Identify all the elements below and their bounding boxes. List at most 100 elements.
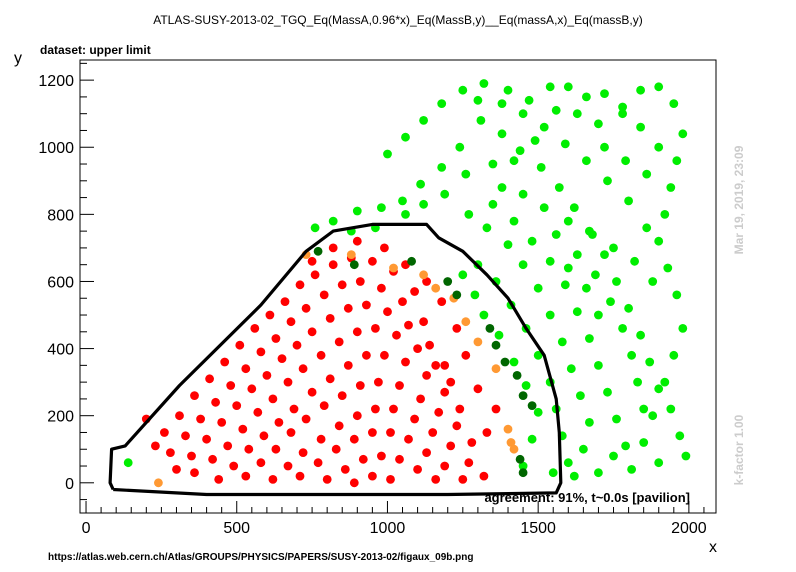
data-point-allowed-agree	[416, 179, 425, 189]
data-point-allowed-disagree	[512, 371, 522, 380]
data-point-excluded-agree	[241, 364, 251, 374]
data-point-excluded-agree	[352, 236, 362, 246]
data-point-excluded-disagree	[491, 364, 501, 374]
data-point-allowed-agree	[636, 122, 645, 132]
data-point-allowed-disagree	[515, 454, 525, 464]
data-point-allowed-agree	[600, 89, 609, 98]
data-point-excluded-agree	[298, 448, 308, 457]
data-point-excluded-agree	[274, 418, 284, 427]
data-point-allowed-agree	[377, 203, 386, 213]
plot-frame	[79, 59, 717, 514]
data-point-allowed-disagree	[518, 391, 528, 400]
data-point-excluded-agree	[491, 404, 501, 414]
data-point-allowed-agree	[521, 381, 531, 390]
data-point-allowed-agree	[569, 471, 579, 481]
data-point-excluded-agree	[404, 434, 413, 444]
data-point-excluded-agree	[232, 401, 242, 410]
data-point-excluded-agree	[235, 340, 245, 350]
data-point-allowed-disagree	[313, 246, 323, 256]
exclusion-contour	[108, 222, 563, 497]
data-point-allowed-agree	[488, 159, 498, 169]
data-point-allowed-agree	[572, 250, 582, 259]
data-point-allowed-agree	[669, 350, 679, 360]
data-point-allowed-agree	[612, 414, 621, 424]
data-point-excluded-agree	[283, 377, 293, 387]
data-point-allowed-agree	[530, 136, 540, 145]
data-point-allowed-agree	[539, 203, 549, 213]
data-point-allowed-agree	[310, 223, 320, 233]
data-point-excluded-agree	[377, 451, 386, 461]
data-point-excluded-agree	[268, 394, 278, 404]
data-point-excluded-agree	[256, 347, 266, 357]
data-point-excluded-agree	[166, 448, 175, 457]
data-point-allowed-agree	[545, 310, 555, 320]
data-point-excluded-agree	[446, 377, 456, 387]
data-point-excluded-agree	[217, 418, 227, 427]
x-tick-label: 500	[223, 520, 250, 537]
data-point-excluded-agree	[307, 256, 317, 266]
data-point-excluded-agree	[355, 277, 365, 286]
data-point-excluded-disagree	[503, 424, 513, 434]
data-point-allowed-agree	[627, 350, 636, 360]
data-point-allowed-agree	[648, 411, 658, 421]
data-point-allowed-agree	[560, 139, 570, 149]
data-point-excluded-agree	[386, 475, 395, 484]
data-point-excluded-agree	[259, 431, 269, 441]
data-point-allowed-agree	[609, 451, 618, 461]
data-point-allowed-agree	[503, 85, 513, 95]
data-point-allowed-agree	[563, 216, 573, 226]
data-point-allowed-agree	[533, 350, 543, 360]
x-axis-label: x	[709, 539, 717, 556]
data-point-allowed-agree	[681, 451, 691, 461]
data-point-excluded-agree	[286, 317, 296, 327]
data-point-excluded-agree	[464, 458, 474, 468]
data-point-allowed-agree	[527, 236, 537, 246]
data-point-allowed-agree	[654, 384, 664, 394]
data-point-allowed-agree	[352, 206, 362, 216]
y-tick-label: 400	[47, 342, 74, 359]
data-point-excluded-agree	[386, 428, 395, 437]
data-point-allowed-agree	[557, 337, 567, 347]
data-point-excluded-agree	[328, 243, 338, 253]
data-point-excluded-agree	[211, 397, 221, 407]
data-point-allowed-agree	[654, 142, 664, 152]
data-point-excluded-agree	[349, 478, 359, 488]
data-point-excluded-agree	[214, 475, 224, 484]
data-point-excluded-agree	[301, 414, 311, 424]
data-point-allowed-agree	[461, 169, 471, 179]
data-point-allowed-agree	[518, 260, 528, 270]
data-point-excluded-agree	[190, 391, 199, 400]
data-point-allowed-agree	[585, 418, 594, 427]
data-point-allowed-agree	[563, 263, 573, 273]
source-url: https://atlas.web.cern.ch/Atlas/GROUPS/P…	[48, 552, 474, 563]
data-point-allowed-agree	[591, 270, 600, 280]
data-point-allowed-agree	[606, 297, 615, 306]
data-point-allowed-agree	[419, 116, 428, 125]
data-point-allowed-agree	[582, 92, 591, 102]
data-point-allowed-agree	[576, 391, 585, 400]
data-point-excluded-agree	[292, 340, 302, 350]
data-point-allowed-agree	[563, 82, 573, 92]
data-point-allowed-agree	[479, 310, 489, 320]
data-point-allowed-agree	[533, 407, 543, 417]
data-point-excluded-agree	[431, 361, 441, 370]
data-point-allowed-agree	[630, 256, 639, 266]
data-point-allowed-agree	[518, 109, 528, 119]
data-point-allowed-agree	[654, 458, 664, 468]
data-point-allowed-agree	[603, 387, 612, 397]
data-point-excluded-agree	[422, 448, 431, 457]
data-point-allowed-agree	[440, 189, 450, 199]
data-point-excluded-agree	[322, 475, 332, 484]
data-point-allowed-agree	[672, 290, 682, 300]
data-point-excluded-agree	[380, 243, 389, 253]
y-tick-label: 1200	[38, 73, 74, 90]
data-point-allowed-agree	[509, 156, 519, 166]
data-point-excluded-agree	[280, 297, 290, 306]
data-point-allowed-agree	[437, 99, 447, 108]
data-point-allowed-agree	[123, 458, 133, 468]
data-point-allowed-agree	[464, 210, 474, 219]
data-point-excluded-agree	[395, 454, 404, 464]
data-point-excluded-agree	[452, 324, 462, 333]
data-point-excluded-agree	[431, 475, 441, 484]
data-point-excluded-agree	[392, 330, 401, 340]
